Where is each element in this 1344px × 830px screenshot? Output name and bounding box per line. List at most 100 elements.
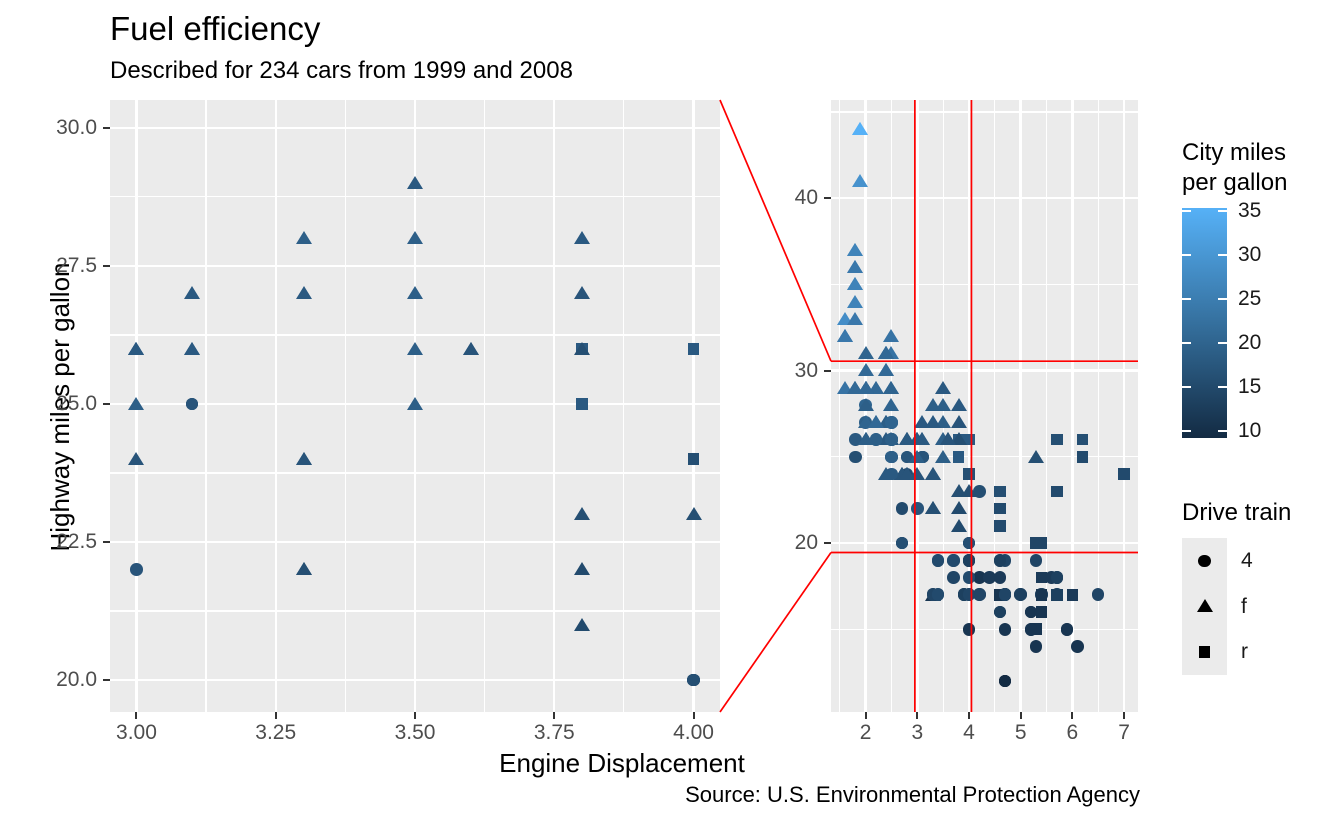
data-point-triangle	[940, 432, 957, 446]
data-point-triangle	[852, 122, 869, 136]
data-point-square	[1035, 588, 1048, 601]
data-point-triangle	[847, 277, 864, 291]
shape-legend-label: f	[1241, 594, 1247, 618]
data-point-triangle	[950, 415, 967, 429]
colorbar-tick	[1182, 209, 1191, 212]
data-point-square	[1066, 588, 1079, 601]
data-point-triangle	[924, 501, 941, 515]
data-point-circle	[931, 553, 945, 567]
data-point-circle	[687, 673, 700, 687]
data-point-triangle	[407, 286, 423, 300]
colorbar-tick	[1218, 297, 1227, 300]
colorbar-tick-label: 20	[1238, 330, 1262, 354]
data-point-triangle	[857, 346, 874, 360]
data-point-circle	[962, 536, 976, 550]
colorbar-tick	[1182, 297, 1191, 300]
x-axis-tick-label: 3	[911, 721, 924, 744]
data-point-square	[1035, 537, 1048, 549]
colorbar	[1182, 208, 1227, 438]
data-point-square	[687, 453, 700, 465]
x-axis-tick-label: 4.00	[673, 721, 714, 744]
colorbar-tick	[1182, 341, 1191, 344]
data-point-triangle	[935, 397, 952, 411]
data-point-square	[1051, 433, 1063, 446]
data-point-circle	[973, 571, 986, 584]
y-axis-tick-label: 25.0	[56, 391, 97, 415]
data-point-triangle	[462, 341, 479, 355]
x-axis-tick-label: 7	[1118, 721, 1130, 744]
data-point-circle	[993, 571, 1007, 584]
data-point-triangle	[847, 294, 864, 308]
data-point-circle	[1024, 605, 1038, 619]
data-point-circle	[931, 588, 945, 602]
x-axis-tick-label: 3.75	[533, 721, 575, 744]
x-axis-tick	[864, 712, 867, 719]
data-point-triangle	[878, 363, 895, 377]
data-point-square	[1051, 485, 1063, 498]
data-point-circle	[885, 467, 898, 481]
data-point-square	[952, 451, 965, 463]
data-point-triangle	[883, 380, 900, 394]
x-axis-tick-label: 2	[859, 721, 872, 744]
overview-panel	[831, 100, 1138, 712]
colorbar-tick	[1182, 429, 1191, 432]
data-point-triangle	[295, 562, 312, 576]
data-point-triangle	[857, 380, 874, 394]
data-point-circle	[947, 553, 960, 567]
data-point-circle	[947, 571, 960, 584]
data-point-circle	[848, 450, 862, 464]
y-axis-tick-label: 40	[794, 186, 818, 210]
shape-legend-label: 4	[1241, 548, 1253, 572]
zoom-panel	[110, 100, 720, 712]
x-axis-tick-label: 6	[1066, 721, 1079, 744]
data-point-circle	[983, 571, 996, 584]
data-point-triangle	[857, 363, 874, 377]
data-point-square	[994, 520, 1006, 532]
x-axis-tick	[553, 712, 556, 719]
data-point-triangle	[878, 346, 895, 360]
y-axis-tick-label: 20	[794, 531, 818, 555]
data-point-triangle	[935, 449, 952, 463]
data-point-triangle	[574, 617, 591, 631]
data-point-square	[994, 485, 1006, 498]
data-point-triangle	[857, 432, 874, 446]
square-legend-glyph	[1198, 646, 1211, 658]
data-point-circle	[998, 588, 1012, 602]
data-point-triangle	[867, 415, 884, 429]
colorbar-tick-label: 25	[1238, 286, 1262, 310]
data-point-circle	[1050, 588, 1064, 602]
data-point-triangle	[960, 484, 977, 498]
data-point-square	[1076, 433, 1089, 446]
data-point-triangle	[128, 396, 145, 410]
data-point-triangle	[950, 397, 967, 411]
data-point-circle	[1029, 553, 1043, 567]
y-axis-tick	[103, 264, 110, 267]
data-point-circle	[1071, 640, 1084, 653]
data-point-circle	[993, 605, 1007, 619]
colorbar-tick-label: 30	[1238, 242, 1262, 266]
circle-legend-glyph	[1198, 554, 1211, 568]
data-point-circle	[1060, 622, 1074, 636]
plot-subtitle: Described for 234 cars from 1999 and 200…	[110, 57, 573, 84]
data-point-triangle	[407, 396, 423, 410]
data-point-circle	[1014, 588, 1027, 602]
colorbar-tick	[1218, 253, 1227, 256]
data-point-triangle	[924, 466, 941, 480]
y-axis-tick	[103, 678, 110, 681]
data-point-circle	[962, 622, 976, 636]
data-point-triangle	[407, 341, 423, 355]
data-point-circle	[962, 553, 976, 567]
data-point-triangle	[847, 260, 864, 274]
shape-legend-label: r	[1241, 640, 1248, 664]
data-point-triangle	[295, 286, 312, 300]
colorbar-tick	[1218, 341, 1227, 344]
y-axis-tick	[824, 197, 831, 200]
colorbar-tick-label: 10	[1238, 418, 1262, 442]
x-axis-tick-label: 3.00	[116, 721, 157, 744]
y-axis-tick-label: 22.5	[56, 529, 97, 553]
data-point-circle	[885, 450, 898, 464]
data-point-triangle	[574, 341, 591, 355]
data-point-square	[1035, 606, 1048, 618]
zoom-indicator-line	[719, 552, 832, 713]
